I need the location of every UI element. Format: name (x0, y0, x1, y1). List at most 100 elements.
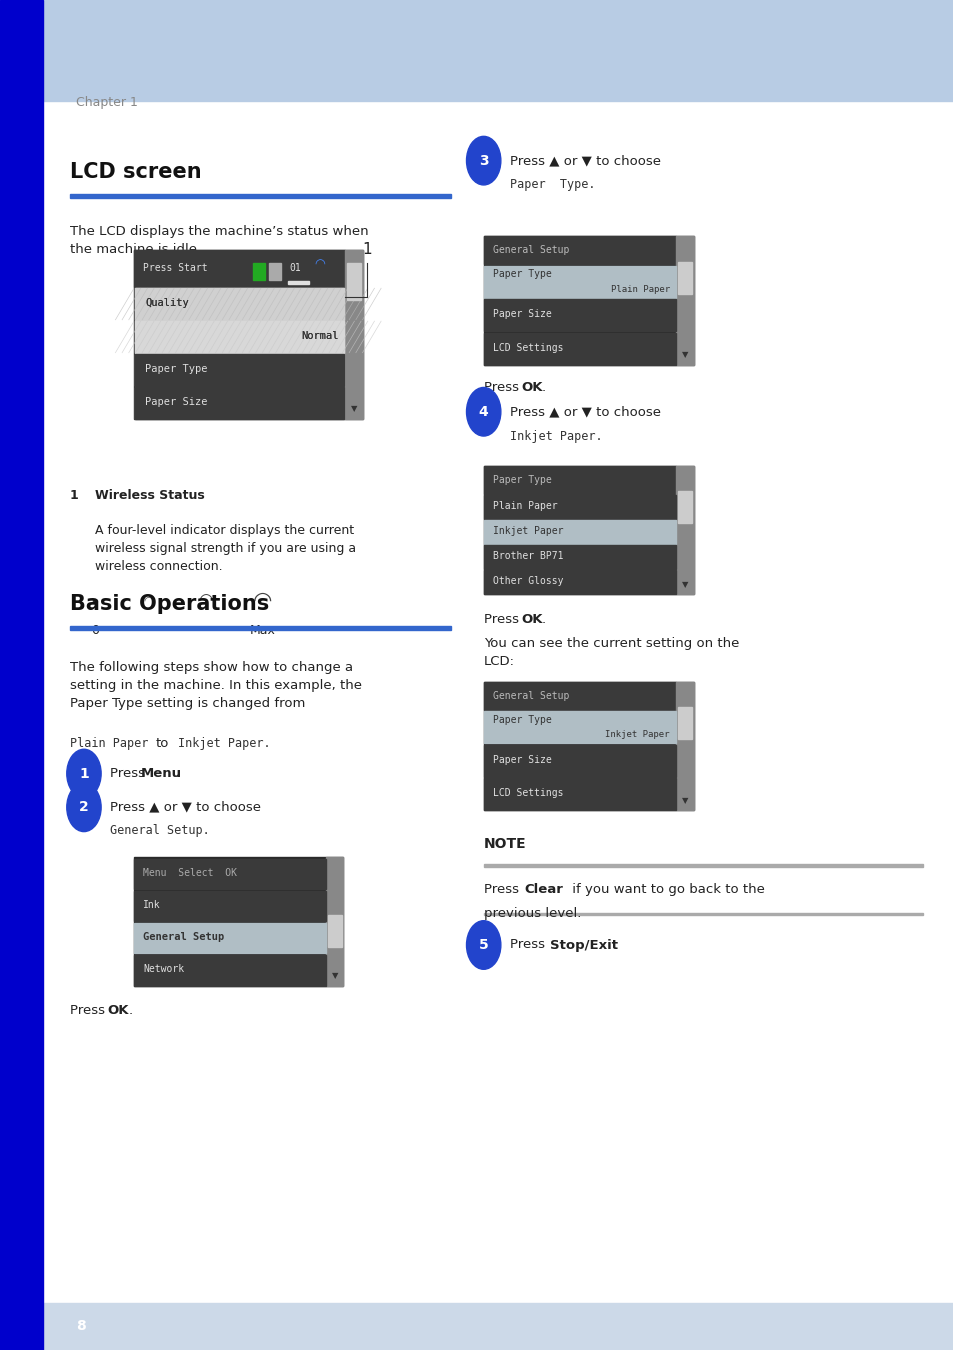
Text: 01: 01 (289, 263, 300, 273)
Text: ◠: ◠ (314, 259, 325, 273)
Bar (133, 859, 326, 890)
Bar (133, 923, 326, 953)
Text: Plain Paper: Plain Paper (610, 285, 669, 294)
Text: Inkjet Paper: Inkjet Paper (493, 526, 563, 536)
Bar (133, 857, 343, 986)
Text: Network: Network (143, 964, 184, 975)
Text: Plain Paper: Plain Paper (493, 501, 558, 512)
Text: General Setup: General Setup (493, 691, 569, 701)
Text: Press: Press (483, 883, 522, 896)
Text: ◠: ◠ (253, 591, 272, 610)
Bar (253, 263, 265, 281)
Text: .: . (541, 381, 545, 394)
Bar (326, 857, 343, 986)
Bar (328, 915, 341, 948)
Bar (0, 0, 953, 101)
Text: .: . (541, 613, 545, 626)
Text: LCD screen: LCD screen (70, 162, 201, 182)
Text: Ink: Ink (143, 900, 160, 910)
Text: ▼: ▼ (332, 971, 337, 980)
Bar (483, 520, 676, 544)
Text: 8: 8 (76, 1319, 86, 1332)
Text: Inkjet Paper: Inkjet Paper (604, 730, 669, 740)
Text: Press: Press (70, 1004, 109, 1018)
Text: Chapter 1: Chapter 1 (76, 96, 138, 109)
Bar (676, 236, 693, 364)
Bar (70, 626, 451, 630)
Text: Press: Press (510, 938, 549, 952)
Text: OK: OK (108, 1004, 130, 1018)
Text: 5: 5 (478, 938, 488, 952)
Bar (483, 570, 676, 594)
Text: Press ▲ or ▼ to choose: Press ▲ or ▼ to choose (510, 154, 665, 167)
Text: if you want to go back to the: if you want to go back to the (567, 883, 763, 896)
Text: ◠: ◠ (197, 591, 213, 610)
Text: 1: 1 (70, 489, 78, 502)
Bar (483, 300, 676, 331)
Bar (134, 387, 344, 418)
Text: Paper Type: Paper Type (493, 475, 552, 485)
Bar (483, 745, 676, 776)
Bar (483, 236, 693, 364)
Text: Paper Size: Paper Size (145, 397, 208, 408)
Text: 0: 0 (91, 624, 99, 637)
Text: Other Glossy: Other Glossy (493, 576, 563, 586)
Bar (347, 263, 360, 301)
Text: Paper  Type.: Paper Type. (510, 178, 596, 192)
Text: Menu  Select  OK: Menu Select OK (143, 868, 237, 879)
Bar (483, 682, 676, 710)
Bar (678, 491, 691, 524)
Text: .: . (129, 1004, 132, 1018)
Bar (483, 466, 676, 494)
Circle shape (67, 783, 101, 832)
Text: Press ▲ or ▼ to choose: Press ▲ or ▼ to choose (510, 405, 665, 418)
Text: Paper Type: Paper Type (493, 270, 552, 279)
Text: You can see the current setting on the
LCD:: You can see the current setting on the L… (483, 637, 739, 668)
Text: Paper Type: Paper Type (145, 364, 208, 374)
Text: Normal: Normal (301, 331, 338, 342)
Bar (483, 711, 676, 744)
Text: Clear: Clear (524, 883, 563, 896)
Text: LCD Settings: LCD Settings (493, 343, 563, 352)
Bar (678, 707, 691, 740)
Circle shape (466, 387, 500, 436)
Text: Press: Press (110, 767, 149, 780)
Text: ▼: ▼ (351, 404, 356, 413)
Bar (483, 545, 676, 568)
Text: Inkjet Paper.: Inkjet Paper. (178, 737, 271, 751)
Bar (134, 354, 344, 386)
Circle shape (466, 921, 500, 969)
Text: Paper Size: Paper Size (493, 309, 552, 320)
Bar (134, 321, 344, 352)
Bar (483, 266, 676, 298)
Text: Plain Paper: Plain Paper (70, 737, 148, 751)
Text: The following steps show how to change a
setting in the machine. In this example: The following steps show how to change a… (70, 662, 361, 710)
Text: Normal: Normal (301, 331, 338, 342)
Circle shape (67, 749, 101, 798)
Text: Inkjet Paper.: Inkjet Paper. (510, 429, 602, 443)
Text: OK: OK (521, 381, 543, 394)
Text: Basic Operations: Basic Operations (70, 594, 269, 614)
Bar (134, 289, 344, 320)
Bar (288, 282, 309, 285)
Text: The LCD displays the machine’s status when
the machine is idle.: The LCD displays the machine’s status wh… (70, 225, 368, 256)
Text: Stop/Exit: Stop/Exit (550, 938, 618, 952)
Text: .: . (611, 938, 615, 952)
Text: Wireless Status: Wireless Status (95, 489, 205, 502)
Text: Paper Type: Paper Type (145, 364, 208, 374)
Text: previous level.: previous level. (483, 907, 580, 921)
Bar (483, 332, 676, 365)
Bar (134, 354, 344, 386)
Text: Max: Max (249, 624, 275, 637)
Circle shape (466, 136, 500, 185)
Text: 1: 1 (79, 767, 89, 780)
Text: 3: 3 (478, 154, 488, 167)
Text: Paper Type: Paper Type (493, 716, 552, 725)
Bar (0, 1303, 953, 1350)
Bar (133, 250, 345, 288)
Text: A four-level indicator displays the current
wireless signal strength if you are : A four-level indicator displays the curr… (95, 524, 356, 572)
Bar (134, 289, 344, 320)
Bar (483, 682, 693, 810)
Bar (133, 954, 326, 986)
Text: General Setup: General Setup (143, 933, 224, 942)
